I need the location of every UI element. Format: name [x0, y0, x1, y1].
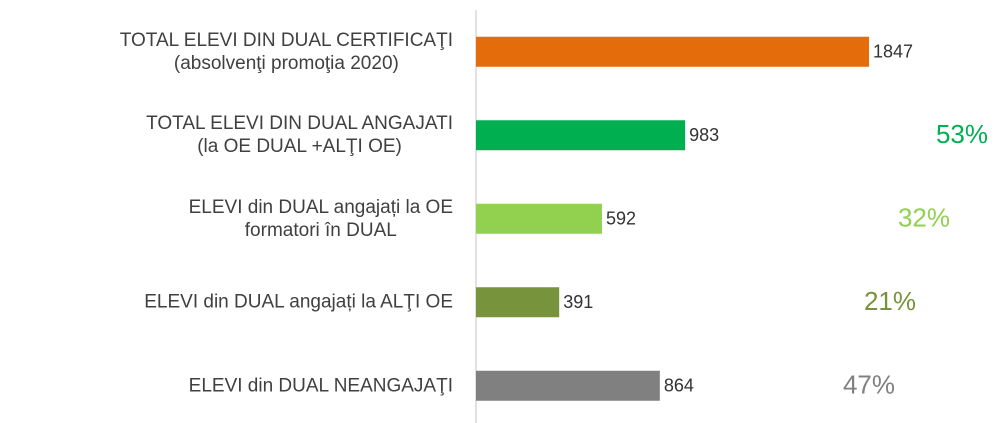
category-label: TOTAL ELEVI DIN DUAL ANGAJATI (la OE DUA… [146, 113, 453, 158]
share-label: 53% [936, 119, 988, 149]
value-label: 983 [689, 125, 719, 145]
bar [476, 370, 660, 401]
category-label: ELEVI din DUAL angajați la ALŢI OE [144, 291, 453, 313]
share-label: 21% [864, 286, 916, 316]
value-label: 1847 [873, 42, 913, 62]
bar [476, 120, 686, 151]
value-label: 592 [606, 209, 636, 229]
bar [476, 287, 560, 318]
bar [476, 36, 869, 67]
value-label: 864 [664, 376, 694, 396]
category-label: ELEVI din DUAL NEANGAJAŢI [188, 375, 453, 397]
category-label: ELEVI din DUAL angajați la OE formatori … [188, 196, 453, 241]
category-label: TOTAL ELEVI DIN DUAL CERTIFICAŢI (absolv… [119, 29, 453, 74]
value-label: 391 [563, 292, 593, 312]
bar [476, 203, 602, 234]
share-label: 47% [843, 370, 895, 400]
share-label: 32% [898, 203, 950, 233]
